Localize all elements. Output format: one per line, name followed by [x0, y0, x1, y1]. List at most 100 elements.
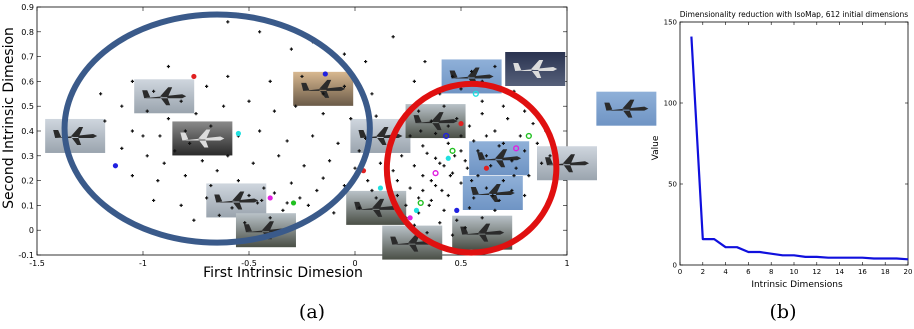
panel-b-caption: (b)	[770, 301, 797, 323]
data-point	[463, 159, 467, 163]
data-point	[374, 114, 378, 118]
data-point	[374, 196, 378, 200]
marker-20c020	[525, 132, 532, 140]
data-point	[158, 134, 162, 138]
data-point	[425, 151, 429, 155]
data-point	[188, 141, 192, 145]
data-point	[251, 161, 255, 165]
data-point	[419, 129, 423, 133]
data-point	[215, 169, 219, 173]
x-tick-label: 0	[678, 268, 682, 276]
data-point	[459, 149, 463, 153]
aircraft-silhouette	[390, 233, 435, 252]
y-tick-label: 0.3	[21, 152, 34, 161]
data-point	[433, 183, 438, 188]
data-point	[395, 193, 399, 198]
data-point	[247, 99, 251, 103]
aircraft-silhouette	[460, 223, 505, 242]
data-point	[417, 109, 421, 113]
aircraft-silhouette	[214, 191, 259, 210]
data-point	[450, 171, 455, 175]
y-tick-label: 0.6	[21, 77, 34, 86]
data-point	[421, 144, 425, 148]
data-point	[450, 233, 455, 237]
aircraft-silhouette	[413, 112, 458, 131]
data-point	[306, 203, 310, 207]
data-point	[493, 64, 497, 69]
data-point	[425, 231, 429, 235]
panel-a-caption: (a)	[299, 301, 325, 323]
data-point	[268, 216, 272, 220]
data-point	[272, 191, 277, 195]
data-point	[300, 74, 304, 79]
data-point	[501, 141, 505, 145]
data-point	[448, 174, 452, 178]
data-point	[370, 188, 374, 193]
series-line	[690, 36, 909, 261]
data-point	[166, 117, 171, 121]
marker-2020e0	[454, 207, 460, 213]
marker-2020e0	[443, 132, 450, 140]
data-point	[465, 166, 469, 170]
data-point	[236, 179, 240, 183]
data-point	[226, 154, 230, 158]
data-point	[442, 104, 446, 108]
data-point	[183, 174, 187, 178]
data-point	[156, 179, 160, 183]
data-point	[99, 92, 103, 96]
marker-20c020	[417, 199, 424, 207]
data-point	[162, 161, 166, 165]
aircraft-silhouette	[142, 87, 187, 106]
panel-b-xlabel: Intrinsic Dimensions	[751, 280, 843, 290]
data-point	[315, 188, 319, 193]
data-point	[285, 139, 289, 143]
data-point	[336, 141, 340, 145]
data-point	[472, 196, 476, 200]
x-tick-label: 16	[858, 268, 867, 276]
aircraft-silhouette	[358, 126, 403, 145]
panel-b: 0 2 4 6 8 10 12 14 16 18 20 0 50 100 150 Dimensionalit…	[651, 10, 912, 323]
data-point	[429, 179, 433, 183]
panel-b-ylabel: Value	[651, 135, 661, 160]
data-point	[391, 35, 395, 39]
data-point	[205, 196, 209, 200]
data-point	[497, 198, 501, 203]
y-tick-label: -0.1	[18, 251, 34, 260]
data-point	[130, 79, 134, 83]
aircraft-silhouette	[243, 221, 288, 240]
y-tick-label: 150	[664, 19, 677, 27]
data-point	[400, 154, 404, 158]
data-point	[421, 174, 425, 178]
cluster-ellipse-red	[383, 80, 560, 256]
data-point	[501, 179, 505, 183]
x-tick-label: 1	[564, 259, 569, 268]
data-point	[332, 211, 336, 215]
panel-a-colored-markers	[112, 71, 532, 221]
panel-a-points	[99, 12, 552, 237]
y-tick-label: 0.4	[21, 127, 34, 136]
data-point	[226, 74, 230, 79]
data-point	[484, 154, 489, 158]
data-point	[423, 59, 427, 64]
y-tick-label: 0.5	[21, 102, 34, 111]
marker-20e0e0	[377, 185, 384, 191]
data-point	[152, 198, 156, 203]
x-tick-label: 20	[904, 268, 913, 276]
aircraft-silhouette	[449, 67, 494, 86]
x-tick-label: 18	[881, 268, 890, 276]
thumbnail-14	[537, 146, 597, 181]
data-point	[179, 99, 183, 103]
aircraft-silhouette	[354, 198, 399, 217]
data-point	[476, 174, 480, 178]
x-tick-label: 4	[723, 268, 728, 276]
aircraft-silhouette	[477, 149, 522, 168]
data-point	[321, 176, 325, 180]
data-point	[442, 164, 446, 168]
data-point	[200, 159, 204, 163]
data-point	[408, 134, 412, 138]
data-point	[523, 109, 527, 113]
data-point	[484, 134, 489, 138]
data-point	[421, 188, 425, 193]
data-point	[446, 124, 450, 128]
